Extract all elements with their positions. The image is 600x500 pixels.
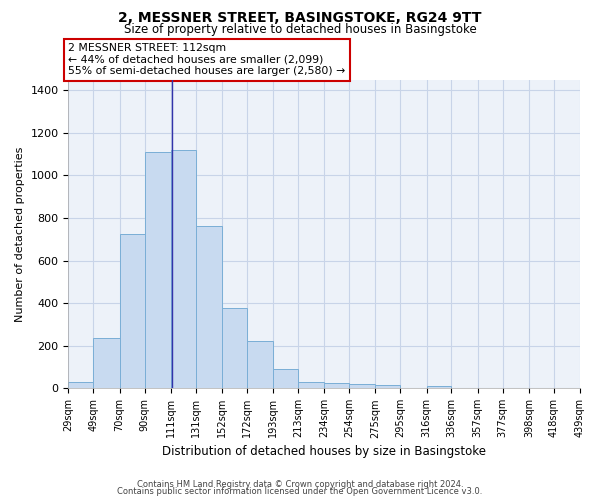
Bar	[324, 383, 349, 388]
Bar	[171, 150, 196, 388]
Text: 2 MESSNER STREET: 112sqm
← 44% of detached houses are smaller (2,099)
55% of sem: 2 MESSNER STREET: 112sqm ← 44% of detach…	[68, 44, 346, 76]
Bar	[349, 384, 376, 388]
Bar	[68, 382, 94, 388]
Bar	[376, 385, 400, 388]
Bar	[196, 226, 222, 388]
Bar	[247, 342, 273, 388]
Bar	[119, 234, 145, 388]
Text: Size of property relative to detached houses in Basingstoke: Size of property relative to detached ho…	[124, 22, 476, 36]
Bar	[427, 386, 451, 388]
X-axis label: Distribution of detached houses by size in Basingstoke: Distribution of detached houses by size …	[162, 444, 486, 458]
Text: Contains public sector information licensed under the Open Government Licence v3: Contains public sector information licen…	[118, 488, 482, 496]
Bar	[222, 308, 247, 388]
Bar	[94, 338, 119, 388]
Y-axis label: Number of detached properties: Number of detached properties	[15, 146, 25, 322]
Text: 2, MESSNER STREET, BASINGSTOKE, RG24 9TT: 2, MESSNER STREET, BASINGSTOKE, RG24 9TT	[118, 11, 482, 25]
Text: Contains HM Land Registry data © Crown copyright and database right 2024.: Contains HM Land Registry data © Crown c…	[137, 480, 463, 489]
Bar	[273, 369, 298, 388]
Bar	[145, 152, 171, 388]
Bar	[298, 382, 324, 388]
